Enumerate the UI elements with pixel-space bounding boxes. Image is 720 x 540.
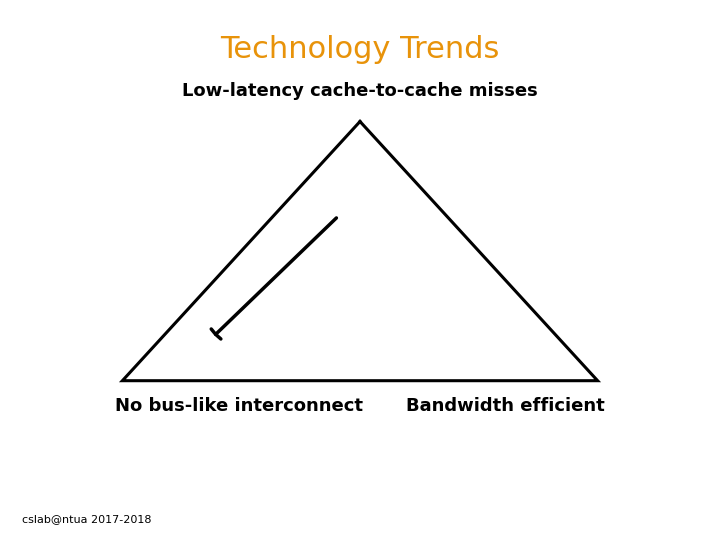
Text: Low-latency cache-to-cache misses: Low-latency cache-to-cache misses	[182, 82, 538, 100]
Text: Technology Trends: Technology Trends	[220, 35, 500, 64]
Text: No bus-like interconnect: No bus-like interconnect	[115, 397, 363, 415]
Text: cslab@ntua 2017-2018: cslab@ntua 2017-2018	[22, 514, 151, 524]
Text: Bandwidth efficient: Bandwidth efficient	[406, 397, 605, 415]
